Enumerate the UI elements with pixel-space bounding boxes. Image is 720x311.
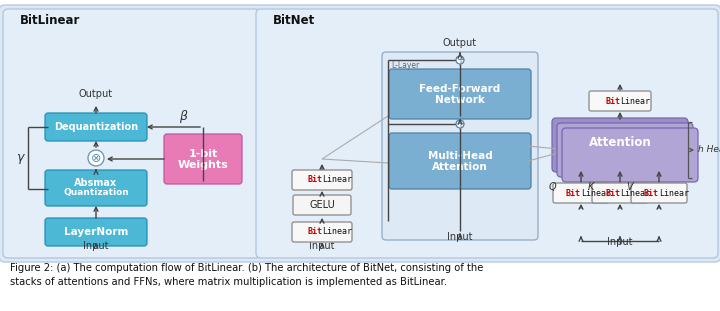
Circle shape — [456, 56, 464, 64]
Text: BitNet: BitNet — [273, 13, 315, 26]
FancyBboxPatch shape — [0, 5, 720, 262]
Text: Weights: Weights — [178, 160, 228, 170]
Text: Linear: Linear — [323, 228, 353, 236]
Text: Bit: Bit — [566, 188, 581, 197]
Text: Attention: Attention — [589, 137, 652, 150]
Text: V: V — [626, 182, 634, 192]
Text: Input: Input — [607, 237, 633, 247]
Text: Quantization: Quantization — [63, 188, 129, 197]
Text: Output: Output — [79, 89, 113, 99]
Text: K: K — [588, 182, 594, 192]
FancyBboxPatch shape — [592, 183, 648, 203]
FancyBboxPatch shape — [292, 222, 352, 242]
Circle shape — [88, 150, 104, 166]
FancyBboxPatch shape — [45, 170, 147, 206]
FancyBboxPatch shape — [631, 183, 687, 203]
Text: stacks of attentions and FFNs, where matrix multiplication is implemented as Bit: stacks of attentions and FFNs, where mat… — [10, 277, 447, 287]
Text: LayerNorm: LayerNorm — [64, 227, 128, 237]
Circle shape — [456, 120, 464, 128]
Text: Linear: Linear — [621, 188, 650, 197]
Text: Linear: Linear — [621, 96, 650, 105]
Text: β: β — [179, 110, 187, 123]
Text: Output: Output — [443, 38, 477, 48]
Text: 1-bit: 1-bit — [189, 149, 217, 159]
Text: +: + — [456, 119, 464, 129]
FancyBboxPatch shape — [589, 91, 651, 111]
Text: +: + — [456, 55, 464, 65]
Text: GELU: GELU — [309, 200, 335, 210]
Text: Attention: Attention — [432, 162, 488, 172]
FancyBboxPatch shape — [45, 113, 147, 141]
Text: Figure 2: (a) The computation flow of BitLinear. (b) The architecture of BitNet,: Figure 2: (a) The computation flow of Bi… — [10, 263, 483, 273]
FancyBboxPatch shape — [557, 123, 693, 177]
Text: Multi-Head: Multi-Head — [428, 151, 492, 161]
Text: Bit: Bit — [307, 175, 322, 184]
Text: L-Layer: L-Layer — [391, 61, 419, 70]
Text: Bit: Bit — [307, 228, 322, 236]
FancyBboxPatch shape — [164, 134, 242, 184]
FancyBboxPatch shape — [552, 118, 688, 172]
FancyBboxPatch shape — [389, 69, 531, 119]
Text: Linear: Linear — [582, 188, 611, 197]
Text: Linear: Linear — [660, 188, 690, 197]
FancyBboxPatch shape — [389, 133, 531, 189]
FancyBboxPatch shape — [3, 9, 261, 258]
Text: Input: Input — [310, 241, 335, 251]
Text: Network: Network — [435, 95, 485, 105]
Text: Bit: Bit — [605, 188, 620, 197]
FancyBboxPatch shape — [45, 218, 147, 246]
Text: Dequantization: Dequantization — [54, 122, 138, 132]
Text: BitLinear: BitLinear — [20, 13, 81, 26]
Text: Absmax: Absmax — [74, 178, 117, 188]
FancyBboxPatch shape — [292, 170, 352, 190]
FancyBboxPatch shape — [553, 183, 609, 203]
FancyBboxPatch shape — [562, 128, 698, 182]
FancyBboxPatch shape — [256, 9, 718, 258]
Text: Input: Input — [84, 241, 109, 251]
Text: Bit: Bit — [605, 96, 620, 105]
Text: Bit: Bit — [644, 188, 659, 197]
Text: Feed-Forward: Feed-Forward — [419, 84, 500, 94]
Text: Q: Q — [548, 182, 556, 192]
Text: Input: Input — [447, 232, 473, 242]
Text: h Heads: h Heads — [698, 146, 720, 155]
FancyBboxPatch shape — [293, 195, 351, 215]
Text: Linear: Linear — [323, 175, 353, 184]
Text: ⊗: ⊗ — [91, 151, 102, 165]
Text: γ: γ — [17, 151, 24, 165]
FancyBboxPatch shape — [382, 52, 538, 240]
